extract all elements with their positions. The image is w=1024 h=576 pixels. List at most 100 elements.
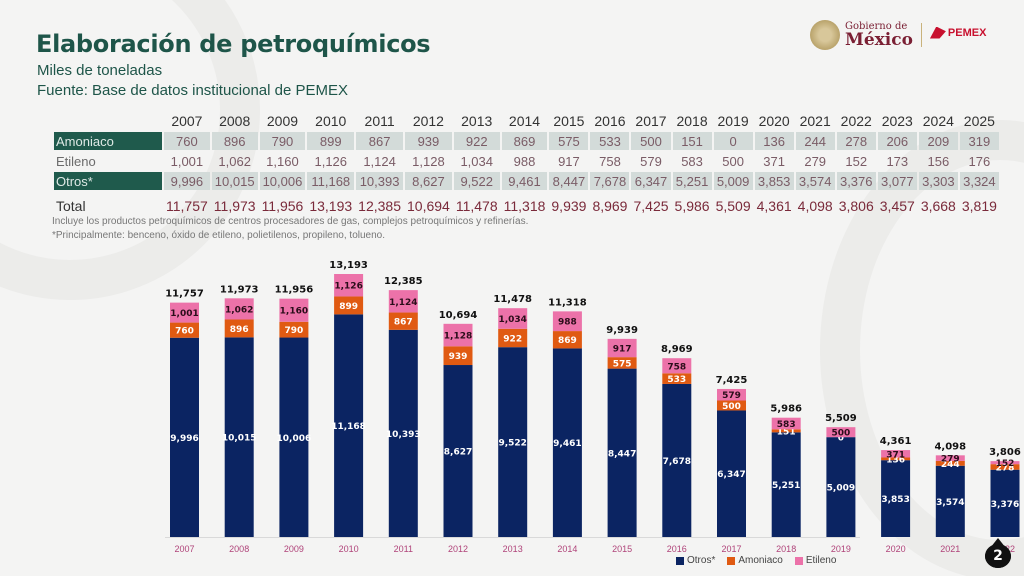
table-cell: 5,251 [672, 172, 712, 190]
table-row: Amoniaco 760 896 790 899 867 939 922 869 575 533 50… [54, 132, 999, 150]
legend-item: Otros* [676, 555, 715, 566]
bar-value-label: 1,062 [225, 305, 253, 315]
bar-segment-amoniaco [990, 464, 1020, 470]
year-header: 2014 [508, 113, 541, 129]
bar-total-label: 10,694 [439, 310, 478, 321]
bar-segment-otros [443, 365, 473, 537]
table-row: Otros* 9,996 10,015 10,006 11,168 10,393 8,627… [54, 172, 999, 190]
x-tick-label: 2015 [612, 544, 632, 554]
table-cell: 760 [164, 132, 210, 150]
table-cell: 988 [513, 153, 536, 169]
bar-value-label: 8,447 [608, 449, 636, 459]
table-cell: 4,098 [797, 198, 833, 214]
bar-value-label: 867 [394, 318, 413, 328]
bar-value-label: 869 [558, 336, 577, 346]
table-cell: 5,509 [715, 198, 751, 214]
table-cell: 9,939 [551, 198, 587, 214]
bar-value-label: 939 [449, 352, 468, 362]
bar-value-label: 8,627 [444, 448, 472, 458]
table-cell: 899 [307, 132, 355, 150]
data-table: 2007 2008 2009 2010 2011 2012 2013 2014 2015 2016… [52, 110, 1001, 216]
table-cell: 10,015 [211, 172, 258, 190]
bar-value-label: 278 [996, 463, 1015, 473]
year-header: 2016 [594, 113, 626, 129]
bar-segment-amoniaco [170, 322, 199, 338]
bar-segment-etileno [279, 298, 309, 322]
bar-segment-etileno [607, 338, 637, 358]
table-row: Total 11,757 11,973 11,956 13,193 12,385 10,69… [54, 192, 999, 214]
bar-total-label: 5,509 [825, 413, 857, 424]
table-cell: 278 [836, 132, 876, 150]
bar-value-label: 1,128 [444, 332, 472, 342]
x-tick-label: 2019 [831, 544, 851, 554]
table-cell: 8,447 [549, 172, 589, 190]
bar-value-label: 533 [667, 375, 686, 385]
bar-value-label: 1,001 [170, 309, 198, 319]
row-label: Total [56, 198, 86, 214]
bar-value-label: 11,168 [331, 422, 366, 432]
x-tick-label: 2014 [557, 544, 577, 554]
table-cell: 1,160 [266, 153, 299, 169]
table-cell: 575 [549, 132, 589, 150]
mexico-coat-of-arms-icon [810, 20, 840, 50]
bar-total-label: 11,318 [548, 297, 587, 308]
bar-segment-amoniaco [388, 312, 418, 330]
legend-label: Etileno [805, 555, 837, 566]
x-tick-label: 2017 [721, 544, 741, 554]
table-cell: 209 [918, 132, 958, 150]
table-cell: 917 [558, 153, 580, 169]
bar-value-label: 0 [838, 434, 844, 444]
bar-value-label: 9,996 [170, 434, 198, 444]
x-tick-label: 2010 [339, 544, 359, 554]
page-number: 2 [993, 548, 1003, 564]
table-cell: 206 [877, 132, 917, 150]
bar-segment-etileno [826, 427, 856, 438]
x-tick-label: 2007 [174, 544, 194, 554]
bar-segment-etileno [717, 388, 746, 401]
logo-gob-line1: Gobierno de [845, 20, 908, 32]
table-cell: 5,009 [713, 172, 753, 190]
year-header: 2024 [922, 113, 954, 129]
table-cell: 3,303 [918, 172, 958, 190]
bar-value-label: 500 [722, 402, 741, 412]
bar-segment-otros [552, 348, 582, 537]
x-tick-label: 2016 [667, 544, 687, 554]
bar-total-label: 5,986 [770, 404, 802, 415]
bar-segment-otros [498, 347, 528, 537]
table-cell: 371 [763, 153, 785, 169]
gobierno-mexico-logo: Gobierno de México [845, 20, 913, 49]
bar-value-label: 922 [503, 334, 522, 344]
bar-total-label: 11,757 [165, 289, 204, 300]
pemex-logo-text: PEMEX [947, 26, 987, 39]
bar-segment-amoniaco [717, 400, 746, 411]
table-cell: 11,168 [307, 172, 355, 190]
bar-total-label: 4,098 [934, 441, 966, 452]
bar-value-label: 371 [886, 450, 905, 460]
table-cell: 3,077 [877, 172, 917, 190]
table-cell: 12,385 [358, 198, 401, 214]
table-cell: 3,806 [838, 198, 874, 214]
bar-value-label: 279 [941, 455, 960, 465]
table-cell: 10,694 [407, 198, 450, 214]
bar-segment-otros [224, 337, 254, 537]
bar-value-label: 3,853 [881, 495, 909, 505]
bar-value-label: 583 [777, 420, 796, 430]
bar-value-label: 152 [996, 459, 1015, 469]
bar-total-label: 8,969 [661, 344, 693, 355]
legend-item: Amoniaco [727, 555, 783, 566]
year-header: 2010 [315, 113, 347, 129]
table-cell: 3,853 [754, 172, 794, 190]
bar-segment-otros [607, 368, 637, 537]
logos: Gobierno de México PEMEX [810, 18, 1010, 52]
table-cell: 583 [681, 153, 703, 169]
bar-segment-etileno [935, 455, 965, 461]
table-cell: 176 [968, 153, 991, 169]
x-tick-label: 2012 [448, 544, 468, 554]
bar-value-label: 760 [175, 327, 194, 337]
table-header-row: 2007 2008 2009 2010 2011 2012 2013 2014 2015 2016… [54, 112, 999, 130]
table-footnote: *Principalmente: benceno, óxido de etile… [52, 230, 386, 241]
bar-segment-otros [826, 437, 856, 537]
bar-segment-otros [170, 337, 199, 537]
bar-total-label: 13,193 [329, 260, 368, 271]
table-cell: 533 [590, 132, 630, 150]
